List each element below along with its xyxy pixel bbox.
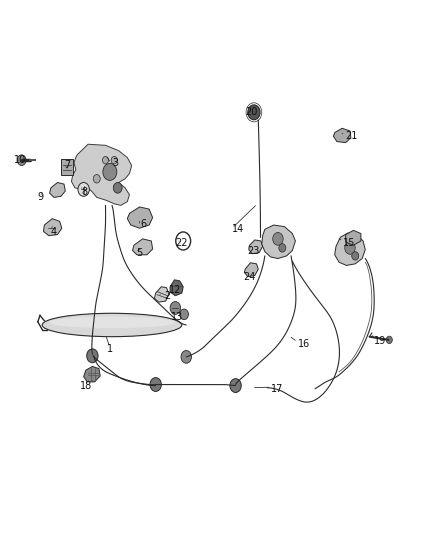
Polygon shape — [154, 287, 169, 302]
Polygon shape — [49, 182, 65, 197]
Text: 19: 19 — [374, 336, 386, 346]
Polygon shape — [333, 128, 351, 143]
Text: 12: 12 — [169, 286, 181, 295]
Text: 13: 13 — [171, 312, 183, 322]
Text: 16: 16 — [297, 338, 310, 349]
Text: 1: 1 — [107, 344, 113, 354]
Circle shape — [102, 157, 109, 164]
Polygon shape — [170, 280, 183, 296]
Circle shape — [180, 309, 188, 320]
Circle shape — [111, 157, 117, 164]
Circle shape — [87, 349, 98, 363]
Text: 23: 23 — [247, 246, 260, 255]
Polygon shape — [346, 230, 361, 245]
Circle shape — [150, 377, 161, 391]
Circle shape — [230, 378, 241, 392]
Circle shape — [170, 302, 180, 314]
Text: 9: 9 — [38, 192, 44, 203]
Polygon shape — [249, 240, 263, 254]
Circle shape — [17, 155, 26, 165]
Circle shape — [103, 164, 117, 180]
Text: 6: 6 — [141, 219, 147, 229]
Polygon shape — [43, 219, 62, 236]
Text: 8: 8 — [81, 187, 88, 197]
FancyBboxPatch shape — [61, 159, 73, 175]
Polygon shape — [262, 225, 295, 259]
Ellipse shape — [49, 317, 175, 328]
Circle shape — [345, 241, 355, 254]
Polygon shape — [133, 239, 152, 255]
Text: 2: 2 — [164, 290, 171, 301]
Circle shape — [386, 336, 392, 344]
Polygon shape — [127, 207, 152, 228]
Text: 24: 24 — [243, 272, 255, 282]
Polygon shape — [71, 144, 132, 205]
Text: 18: 18 — [80, 381, 92, 391]
Text: 17: 17 — [272, 384, 284, 394]
Circle shape — [279, 244, 286, 252]
Text: 20: 20 — [245, 107, 258, 117]
Polygon shape — [244, 263, 258, 277]
Circle shape — [113, 182, 122, 193]
Circle shape — [181, 351, 191, 364]
Text: 22: 22 — [175, 238, 188, 247]
Circle shape — [93, 174, 100, 183]
Ellipse shape — [42, 313, 182, 337]
Circle shape — [78, 182, 89, 196]
Text: 15: 15 — [343, 238, 356, 247]
Text: 14: 14 — [232, 224, 244, 235]
Circle shape — [352, 252, 359, 260]
Polygon shape — [335, 233, 365, 265]
Text: 7: 7 — [64, 160, 70, 171]
Text: 21: 21 — [346, 131, 358, 141]
Polygon shape — [84, 367, 100, 382]
Text: 10: 10 — [14, 155, 26, 165]
Text: 5: 5 — [136, 248, 142, 258]
Text: 4: 4 — [51, 227, 57, 237]
Circle shape — [248, 105, 260, 120]
Text: 3: 3 — [112, 158, 118, 168]
Circle shape — [273, 232, 283, 245]
